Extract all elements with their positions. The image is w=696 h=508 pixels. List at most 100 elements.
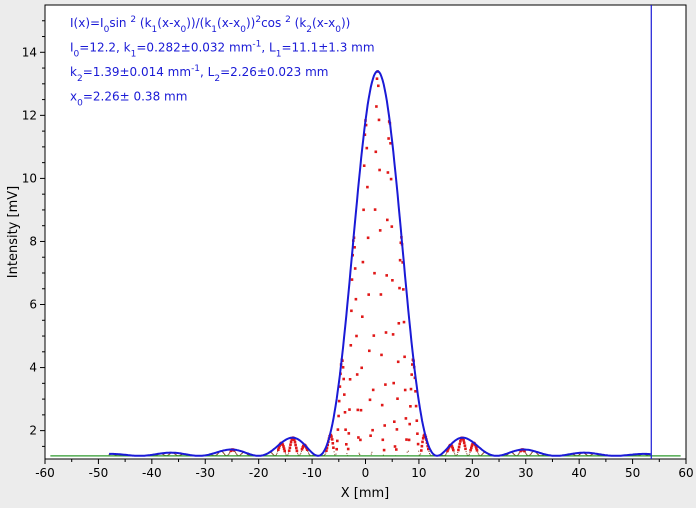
x-tick-label: 50 [625, 466, 640, 480]
data-point [396, 397, 399, 400]
data-point [466, 453, 468, 455]
data-point [536, 452, 538, 454]
data-point [338, 385, 342, 388]
data-point [579, 454, 581, 455]
data-point [477, 451, 479, 453]
y-tick-label: 4 [29, 361, 37, 375]
data-point [597, 454, 599, 456]
data-point [346, 453, 348, 455]
data-point [456, 454, 458, 455]
data-point [175, 454, 177, 456]
data-point [416, 442, 420, 446]
x-tick-label: 10 [411, 466, 426, 480]
data-point [284, 452, 286, 454]
data-point [285, 454, 287, 456]
data-point [506, 454, 508, 456]
data-point [395, 448, 398, 451]
data-point [453, 451, 455, 453]
data-point [288, 452, 290, 454]
data-point [336, 439, 339, 443]
data-point [542, 454, 544, 456]
data-point [295, 446, 298, 450]
x-tick-label: -60 [35, 466, 55, 480]
annotation-line: k2=1.39±0.014 mm-1, L2=2.26±0.023 mm [70, 64, 328, 84]
data-point [341, 366, 345, 369]
data-point [525, 453, 527, 455]
data-point [574, 454, 575, 456]
data-point [469, 451, 471, 453]
data-point [295, 449, 299, 453]
data-point [469, 448, 472, 452]
data-point [537, 453, 539, 455]
data-point [446, 447, 450, 451]
data-point [386, 218, 389, 222]
fit-annotation: I(x)=I0sin 2 (k1(x-x0))/(k1(x-x0))2cos 2… [70, 15, 375, 109]
data-point [224, 454, 226, 456]
data-point [373, 271, 376, 275]
data-point [377, 84, 380, 88]
data-point [481, 454, 482, 456]
data-point [375, 77, 379, 80]
y-tick-label: 14 [22, 45, 37, 59]
data-point [474, 445, 478, 448]
data-point [518, 453, 520, 455]
data-point [234, 451, 236, 453]
data-point [396, 360, 400, 364]
data-point [336, 428, 340, 431]
data-point [281, 443, 285, 446]
data-point [272, 454, 274, 456]
data-point [353, 267, 357, 270]
data-point [344, 428, 347, 431]
data-point [355, 334, 358, 338]
data-point [475, 447, 478, 450]
data-point [363, 133, 367, 136]
data-point [586, 454, 588, 456]
data-point [217, 453, 219, 454]
x-tick-label: -40 [142, 466, 162, 480]
data-point [470, 446, 473, 450]
data-point [362, 164, 366, 167]
data-point [329, 433, 333, 437]
data-point [523, 449, 526, 453]
data-point [288, 446, 292, 450]
data-point [513, 453, 515, 455]
data-point [353, 246, 356, 249]
data-point [224, 453, 225, 455]
data-point [162, 453, 164, 455]
data-point [475, 449, 479, 452]
data-point [337, 414, 340, 418]
data-point [584, 453, 586, 455]
data-point [169, 453, 171, 455]
data-point [270, 452, 272, 454]
data-point [343, 411, 347, 414]
data-point [393, 445, 397, 448]
data-point [393, 420, 396, 423]
data-point [163, 454, 165, 456]
data-point [345, 443, 348, 446]
data-point [346, 447, 350, 451]
data-point [483, 452, 485, 454]
data-point [223, 452, 225, 454]
data-point [405, 438, 408, 441]
data-point [332, 446, 335, 449]
data-point [390, 225, 394, 228]
x-tick-label: -50 [89, 466, 109, 480]
data-point [360, 366, 363, 370]
data-point [398, 286, 401, 290]
data-point [450, 445, 454, 448]
y-tick-label: 2 [29, 424, 37, 438]
data-point [181, 454, 182, 456]
data-point [278, 444, 281, 447]
annotation-line: I0=12.2, k1=0.282±0.032 mm-1, L1=11.1±1.… [70, 40, 375, 60]
data-point [387, 137, 390, 140]
x-tick-label: 60 [678, 466, 693, 480]
data-point [446, 449, 449, 453]
data-point [276, 452, 278, 454]
data-point [350, 309, 353, 313]
data-point [406, 451, 408, 453]
x-tick-label: 20 [465, 466, 480, 480]
data-point [470, 444, 474, 448]
data-point [299, 454, 301, 456]
data-point [294, 443, 297, 447]
data-point [175, 454, 177, 456]
